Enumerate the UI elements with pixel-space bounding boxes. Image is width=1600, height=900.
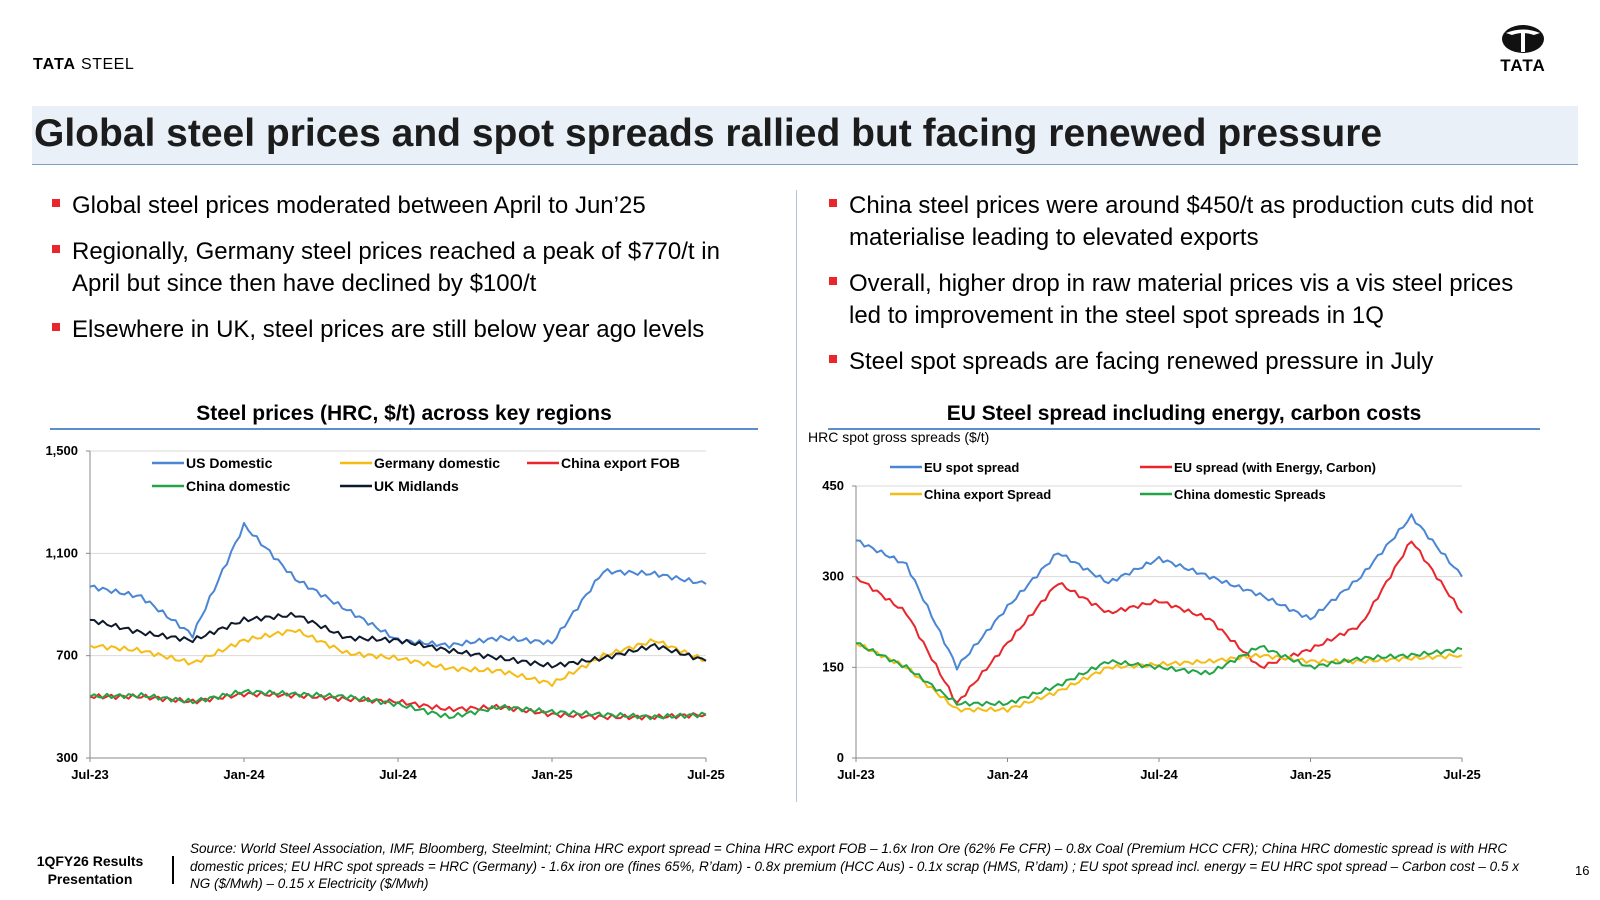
tata-wordmark: TATA [1500,56,1546,75]
steel-prices-chart: 300 700 1,100 1,500 Jul-23 Jan-24 Jul-24 Jan-25… [45,443,725,782]
bullet-item: Steel spot spreads are facing renewed pr… [827,346,1547,378]
legend-label: US Domestic [186,455,273,471]
title-band [32,106,1578,165]
x-tick-label: Jan-24 [987,767,1029,782]
x-tick-label: Jul-25 [687,767,725,782]
chart-2-title: EU Steel spread including energy, carbon… [946,402,1422,425]
x-tick-label: Jul-23 [837,767,875,782]
y-tick-label: 700 [56,648,78,663]
y-tick-label: 450 [822,478,844,493]
series-line-china-domestic [89,688,707,721]
series-line-us-domestic [89,522,707,649]
y-tick-label: 1,100 [45,545,78,560]
x-tick-label: Jul-24 [1140,767,1178,782]
bullet-item: Regionally, Germany steel prices reached… [50,236,770,300]
footer-divider [172,856,174,884]
x-tick-label: Jan-25 [1290,767,1331,782]
bullet-item: Elsewhere in UK, steel prices are still … [50,314,770,346]
legend-label: China domestic Spreads [1174,487,1326,502]
series-line-uk-midlands [89,611,707,669]
chart-1-title: Steel prices (HRC, $/t) across key regio… [196,402,612,425]
source-note: Source: World Steel Association, IMF, Bl… [190,841,1519,891]
legend-label: EU spread (with Energy, Carbon) [1174,460,1376,475]
y-tick-label: 300 [822,569,844,584]
left-bullet-list: Global steel prices moderated between Ap… [50,190,770,360]
legend-label: China export Spread [924,487,1051,502]
right-bullet-list: China steel prices were around $450/t as… [827,190,1547,392]
tata-emblem-icon [1502,25,1544,53]
column-divider [796,190,797,802]
x-tick-label: Jul-25 [1443,767,1481,782]
legend-label: China export FOB [561,455,680,471]
series-line-germany-domestic [89,628,707,688]
chart-2-title-rule [828,428,1540,430]
bullet-item: Global steel prices moderated between Ap… [50,190,770,222]
series-line-eu-spread-with-energy-carbon- [855,540,1463,704]
chart-1-title-rule [50,428,758,430]
y-tick-label: 0 [837,750,844,765]
series-line-china-domestic-spreads [856,642,1463,707]
legend-label: Germany domestic [374,455,500,471]
page-title: Global steel prices and spot spreads ral… [34,112,1383,155]
bullet-item: China steel prices were around $450/t as… [827,190,1547,254]
x-tick-label: Jan-24 [223,767,265,782]
presentation-label: 1QFY26 Results Presentation [36,853,144,887]
bullet-item: Overall, higher drop in raw material pri… [827,268,1547,332]
x-tick-label: Jan-25 [531,767,572,782]
tata-steel-logo-text: TATA STEEL [33,56,135,73]
series-line-eu-spot-spread [855,513,1463,671]
chart-2-subtitle: HRC spot gross spreads ($/t) [808,429,989,445]
series-line-china-export-spread [855,642,1463,713]
legend-label: China domestic [186,478,290,494]
page-number: 16 [1575,863,1590,878]
y-tick-label: 300 [56,750,78,765]
x-tick-label: Jul-24 [379,767,417,782]
legend-label: EU spot spread [924,460,1019,475]
y-tick-label: 150 [822,659,844,674]
x-tick-label: Jul-23 [71,767,109,782]
legend-label: UK Midlands [374,478,459,494]
eu-spread-chart: HRC spot gross spreads ($/t) 0 150 300 450 Ju… [808,429,1481,782]
y-tick-label: 1,500 [45,443,78,458]
tata-logo: TATA [1492,24,1554,76]
